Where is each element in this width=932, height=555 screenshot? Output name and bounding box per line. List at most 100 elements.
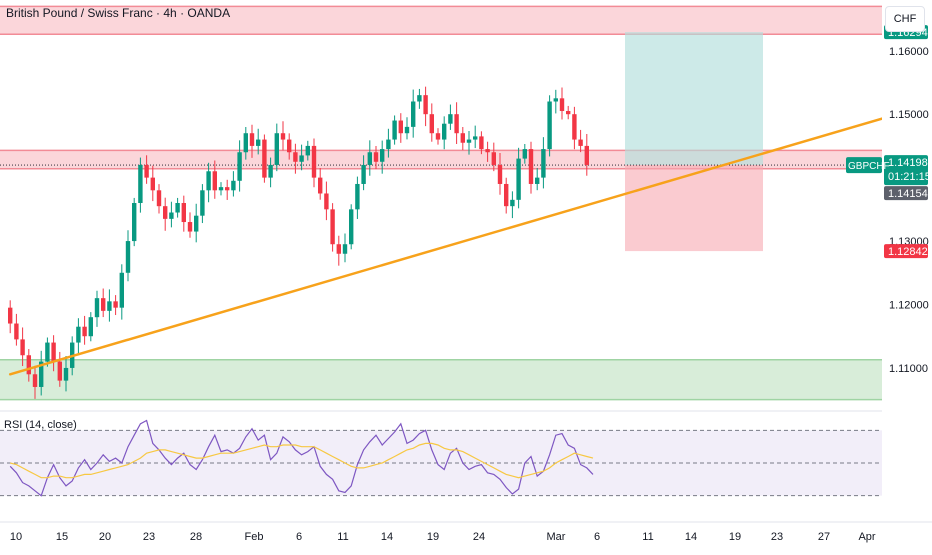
candle-body <box>57 361 62 381</box>
x-tick-label: 28 <box>190 531 202 543</box>
candle-body <box>522 149 527 159</box>
trendline-line <box>8 114 894 376</box>
chart-title: British Pound / Swiss Franc · 4h · OANDA <box>6 6 231 20</box>
candle-body <box>218 187 224 191</box>
candle-body <box>342 244 348 254</box>
x-tick-label: 11 <box>337 531 348 543</box>
candle-body <box>194 215 199 232</box>
candle-body <box>101 298 106 311</box>
candle-body <box>20 339 25 356</box>
candle-body <box>497 164 503 184</box>
candle-body <box>528 149 534 184</box>
candle-body <box>249 133 255 146</box>
last-price-label: 1.14198 <box>888 157 928 169</box>
candle-body <box>584 145 589 165</box>
candle-body <box>231 180 236 191</box>
candle-body <box>324 193 329 210</box>
candle-body <box>132 203 137 242</box>
stop-price-label: 1.12842 <box>888 246 928 258</box>
candle-body <box>150 177 155 191</box>
candle-body <box>336 244 341 254</box>
candle-body <box>380 149 385 162</box>
candle-body <box>45 342 50 362</box>
candle-body <box>361 164 366 184</box>
candle-body <box>423 95 428 115</box>
candle-body <box>491 152 496 165</box>
zone-support <box>0 359 882 400</box>
x-tick-label: 19 <box>729 531 741 543</box>
candle-body <box>262 139 267 178</box>
candle-body <box>386 139 391 150</box>
x-tick-label: 19 <box>427 531 439 543</box>
price-axis: 1.160001.150001.130001.120001.110001.162… <box>846 0 932 550</box>
candle-body <box>76 326 81 343</box>
candle-body <box>181 203 186 223</box>
candle-body <box>138 164 143 203</box>
candle-body <box>280 133 286 140</box>
candle-body <box>169 212 174 219</box>
rsi-pane: 75.0025.0056.4253.83 <box>0 410 932 510</box>
candle-body <box>156 190 162 207</box>
candle-body <box>63 367 69 381</box>
candle-body <box>516 158 521 200</box>
candle-body <box>485 149 490 153</box>
x-tick-label: 11 <box>642 531 653 543</box>
candle-body <box>435 133 441 140</box>
symbol-tag-bg <box>846 157 882 174</box>
candle-body <box>541 149 546 178</box>
candle-body <box>39 361 44 387</box>
candle-body <box>88 317 93 337</box>
countdown-label: 01:21:15 <box>888 171 931 183</box>
x-tick-label: 15 <box>56 531 68 543</box>
rsi-ma-line <box>10 442 594 479</box>
entry-price-label: 1.14154 <box>888 188 928 200</box>
candle-body <box>355 183 360 210</box>
candle-body <box>305 145 310 156</box>
y-tick-label: 1.15000 <box>889 109 929 121</box>
candle-body <box>225 187 230 191</box>
x-tick-label: 14 <box>685 531 697 543</box>
candle-body <box>51 342 56 362</box>
candle-body <box>510 199 515 207</box>
candle-body <box>274 133 279 165</box>
candle-body <box>411 101 416 127</box>
candle-body <box>287 139 292 153</box>
x-tick-label: Feb <box>245 531 264 543</box>
x-tick-label: Mar <box>547 531 566 543</box>
candle-body <box>175 203 180 213</box>
candle-body <box>466 139 472 143</box>
candle-body <box>256 139 261 146</box>
candle-body <box>404 126 410 134</box>
candle-body <box>566 111 571 115</box>
candle-body <box>429 114 434 134</box>
candle-body <box>392 120 397 140</box>
y-tick-label: 1.12000 <box>889 300 929 312</box>
candle-body <box>243 133 248 153</box>
position-tool <box>625 32 763 252</box>
position-loss-zone <box>625 165 763 252</box>
x-tick-label: Apr <box>858 531 875 543</box>
candle-body <box>547 101 552 150</box>
candle-body <box>535 177 540 184</box>
candle-body <box>367 152 372 165</box>
candle-body <box>206 171 211 191</box>
candle-body <box>26 355 31 375</box>
candle-body <box>349 209 354 245</box>
y-tick-label: 1.11000 <box>889 363 928 375</box>
candle-body <box>373 152 379 162</box>
x-tick-label: 14 <box>381 531 393 543</box>
symbol-tag: GBPCHF <box>848 161 890 172</box>
candle-body <box>479 136 484 150</box>
candle-body <box>268 164 273 178</box>
rsi-line <box>9 419 594 497</box>
x-tick-label: 6 <box>594 531 600 543</box>
candle-body <box>473 136 478 140</box>
stop-price-label-bg <box>884 244 928 259</box>
last-price-bg <box>884 155 928 186</box>
candle-body <box>187 222 193 232</box>
x-tick-label: 27 <box>818 531 830 543</box>
currency-button[interactable]: CHF <box>885 6 925 32</box>
x-tick-label: 23 <box>143 531 155 543</box>
